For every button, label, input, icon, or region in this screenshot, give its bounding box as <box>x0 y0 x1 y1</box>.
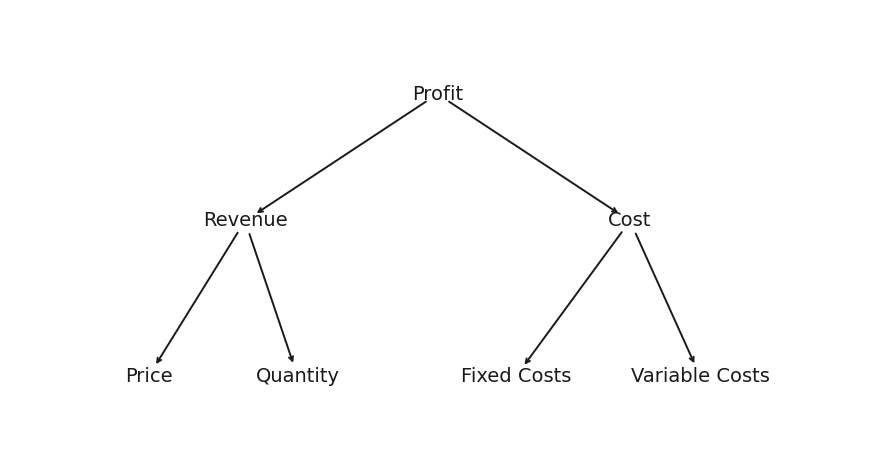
Text: Revenue: Revenue <box>203 212 287 230</box>
Text: Price: Price <box>125 367 172 385</box>
Text: Variable Costs: Variable Costs <box>631 367 769 385</box>
Text: Quantity: Quantity <box>255 367 340 385</box>
Text: Profit: Profit <box>412 85 463 103</box>
Text: Cost: Cost <box>608 212 652 230</box>
Text: Fixed Costs: Fixed Costs <box>461 367 571 385</box>
